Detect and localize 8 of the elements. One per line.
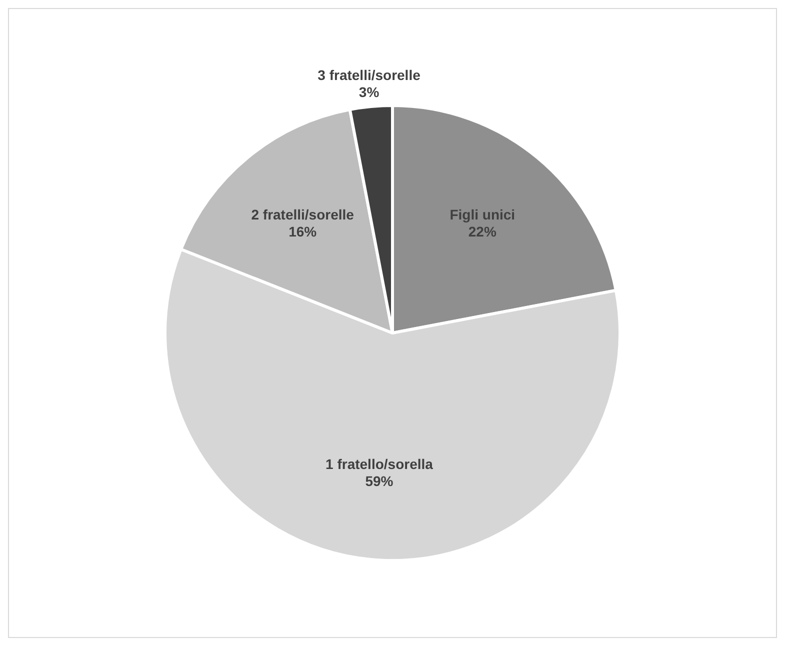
data-label: 22%	[468, 224, 497, 240]
slice-label: Figli unici	[450, 206, 516, 223]
slice-label: 1 fratello/sorella	[326, 456, 434, 472]
slice-label: 3 fratelli/sorelle	[318, 66, 421, 83]
data-label: 59%	[365, 472, 394, 489]
slice-label: 2 fratelli/sorelle	[251, 206, 354, 223]
data-label: 16%	[288, 224, 318, 240]
data-label: 3%	[358, 84, 380, 100]
